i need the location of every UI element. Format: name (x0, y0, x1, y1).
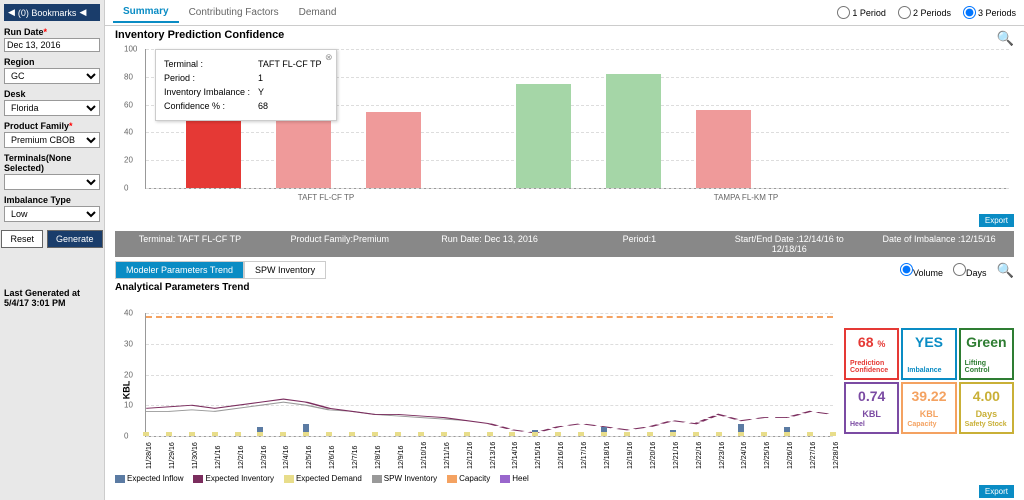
subtab-modeler[interactable]: Modeler Parameters Trend (115, 261, 244, 279)
chart2-title: Analytical Parameters Trend (105, 279, 1024, 296)
desk-select[interactable]: Florida (4, 100, 100, 116)
bar[interactable] (366, 112, 421, 188)
run-date-input[interactable] (4, 38, 100, 52)
last-generated: Last Generated at 5/4/17 3:01 PM (4, 288, 100, 308)
pf-select[interactable]: Premium CBOB (4, 132, 100, 148)
chart-tooltip: ⊗ Terminal :TAFT FL-CF TP Period :1 Inve… (155, 49, 337, 121)
region-label: Region (4, 57, 100, 67)
terminals-label: Terminals(None Selected) (4, 153, 100, 173)
reset-button[interactable]: Reset (1, 230, 43, 248)
pf-label: Product Family (4, 121, 100, 131)
confidence-chart: 🔍 020406080100TAFT FL-CF TPTAMPA FL-KM T… (115, 44, 1014, 214)
kpi-card: YES Imbalance (901, 328, 956, 380)
kpi-card: Green Lifting Control (959, 328, 1014, 380)
bookmark-icon: ◀ (8, 7, 15, 18)
main-content: Summary Contributing Factors Demand 1 Pe… (105, 0, 1024, 500)
bar[interactable] (276, 121, 331, 188)
sub-tabs: Modeler Parameters Trend SPW Inventory V… (115, 261, 1014, 279)
chart2-ylabel: KBL (121, 381, 131, 400)
export-button-1[interactable]: Export (979, 214, 1014, 227)
imb-select[interactable]: Low (4, 206, 100, 222)
kpi-card: 4.00 DaysSafety Stock (959, 382, 1014, 434)
bookmarks-header[interactable]: ◀ (0) Bookmarks ◀ (4, 4, 100, 21)
close-icon[interactable]: ⊗ (325, 52, 333, 63)
legend: Expected InflowExpected InventoryExpecte… (105, 472, 1024, 485)
period-selector: 1 Period 2 Periods 3 Periods (837, 6, 1016, 19)
main-tabs: Summary Contributing Factors Demand 1 Pe… (105, 0, 1024, 26)
trend-chart: KBL 01020304011/28/1611/29/1611/30/1612/… (115, 298, 838, 472)
zoom-icon[interactable]: 🔍 (997, 30, 1014, 47)
period-1[interactable]: 1 Period (837, 6, 886, 19)
kpi-card: 68 %Prediction Confidence (844, 328, 899, 380)
bar[interactable] (606, 74, 661, 188)
period-2[interactable]: 2 Periods (898, 6, 951, 19)
volume-days: Volume Days 🔍 (900, 262, 1014, 279)
desk-label: Desk (4, 89, 100, 99)
bookmark-arrow-icon: ◀ (79, 7, 86, 18)
kpi-grid: 68 %Prediction ConfidenceYES ImbalanceGr… (844, 328, 1014, 472)
zoom-icon-2[interactable]: 🔍 (997, 262, 1014, 279)
generate-button[interactable]: Generate (47, 230, 103, 248)
kpi-card: 0.74 KBLHeel (844, 382, 899, 434)
subtab-spw[interactable]: SPW Inventory (244, 261, 326, 279)
export-button-2[interactable]: Export (979, 485, 1014, 498)
tab-summary[interactable]: Summary (113, 2, 179, 23)
bar[interactable] (516, 84, 571, 188)
imb-label: Imbalance Type (4, 195, 100, 205)
radio-volume[interactable]: Volume (900, 263, 943, 278)
chart1-title: Inventory Prediction Confidence (105, 26, 1024, 44)
kpi-card: 39.22 KBLCapacity (901, 382, 956, 434)
bookmarks-label: (0) Bookmarks (18, 8, 77, 18)
radio-days[interactable]: Days (953, 263, 987, 278)
period-3[interactable]: 3 Periods (963, 6, 1016, 19)
tab-demand[interactable]: Demand (289, 3, 347, 22)
tab-contributing[interactable]: Contributing Factors (179, 3, 289, 22)
run-date-label: Run Date (4, 27, 100, 37)
region-select[interactable]: GC (4, 68, 100, 84)
sidebar: ◀ (0) Bookmarks ◀ Run Date RegionGC Desk… (0, 0, 105, 500)
bar[interactable] (696, 110, 751, 188)
terminals-select[interactable] (4, 174, 100, 190)
info-bar: Terminal: TAFT FL-CF TPProduct Family:Pr… (115, 231, 1014, 257)
